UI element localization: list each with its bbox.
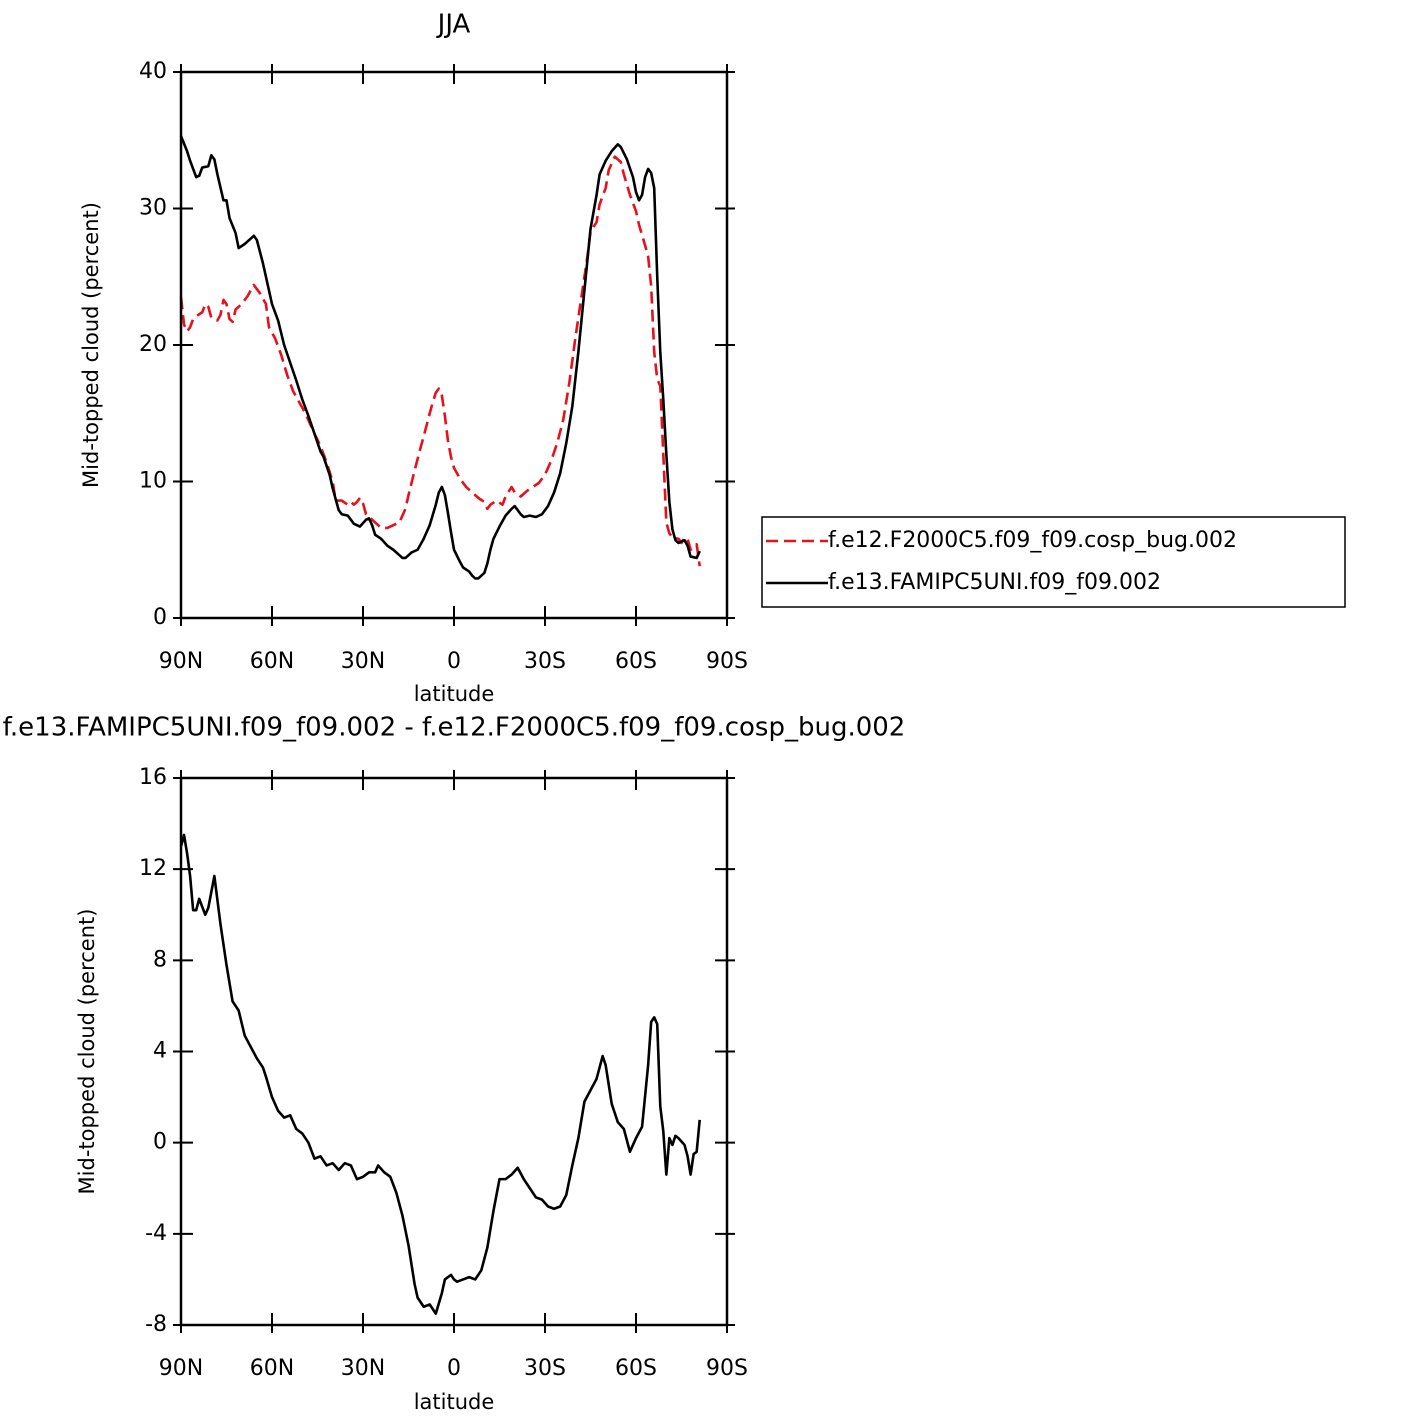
x-tick-label: 30N (341, 649, 385, 674)
y-tick-label: 16 (139, 765, 167, 790)
y-tick-label: -8 (145, 1312, 167, 1337)
y-tick-label: 10 (139, 469, 167, 494)
y-tick-label: 12 (139, 856, 167, 881)
x-tick-label: 90S (706, 649, 748, 674)
x-tick-label: 90N (159, 1356, 203, 1381)
legend-label: f.e12.F2000C5.f09_f09.cosp_bug.002 (828, 528, 1237, 553)
x-tick-label: 30S (524, 1356, 566, 1381)
x-axis-label: latitude (414, 682, 495, 706)
y-tick-label: -4 (145, 1221, 167, 1246)
plot-frame (179, 70, 729, 620)
x-axis-label: latitude (414, 1390, 495, 1414)
y-tick-label: 8 (153, 947, 167, 972)
y-tick-label: 0 (153, 605, 167, 630)
y-tick-label: 40 (139, 59, 167, 84)
x-tick-label: 90S (706, 1356, 748, 1381)
x-tick-label: 0 (447, 649, 461, 674)
x-tick-label: 30N (341, 1356, 385, 1381)
y-axis-label: Mid-topped cloud (percent) (79, 202, 103, 488)
y-axis-label: Mid-topped cloud (percent) (75, 909, 99, 1195)
x-tick-label: 0 (447, 1356, 461, 1381)
x-tick-label: 60N (250, 649, 294, 674)
x-tick-label: 60S (615, 1356, 657, 1381)
y-tick-label: 0 (153, 1130, 167, 1155)
x-tick-label: 90N (159, 649, 203, 674)
legend-box (761, 516, 1346, 608)
x-tick-label: 30S (524, 649, 566, 674)
data-line (179, 135, 701, 580)
y-tick-label: 4 (153, 1039, 167, 1064)
x-tick-label: 60N (250, 1356, 294, 1381)
x-tick-label: 60S (615, 649, 657, 674)
data-line (179, 155, 701, 567)
chart-title: f.e13.FAMIPC5UNI.f09_f09.002 - f.e12.F20… (3, 713, 906, 743)
legend-label: f.e13.FAMIPC5UNI.f09_f09.002 (828, 570, 1161, 595)
plot-frame (179, 776, 729, 1327)
data-line (179, 833, 701, 1315)
y-tick-label: 20 (139, 332, 167, 357)
y-tick-label: 30 (139, 196, 167, 221)
chart-title: JJA (436, 10, 471, 40)
